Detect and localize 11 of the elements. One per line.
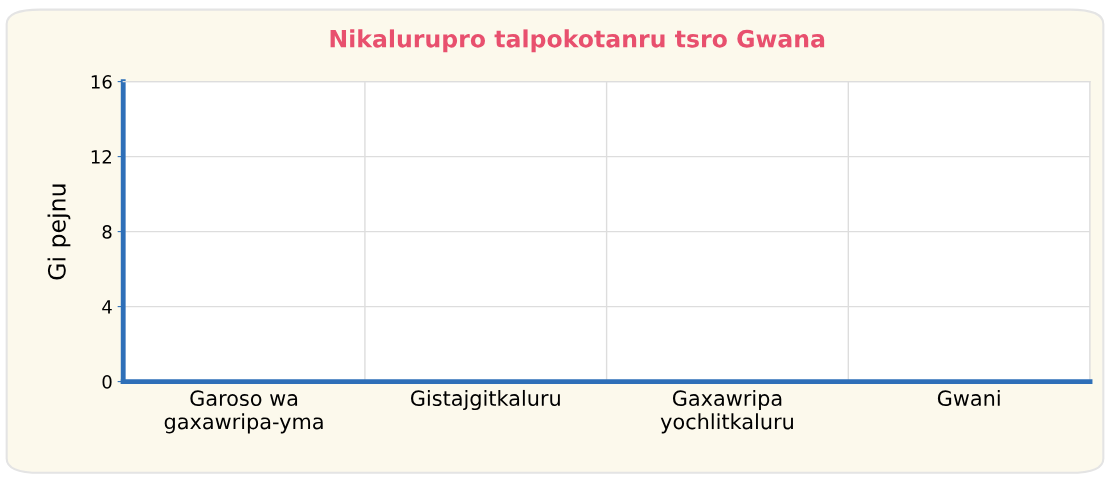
- chart-title: Nikalurupro talpokotanru tsro Gwana: [330, 29, 825, 53]
- x-tick-label: Garoso wa gaxawripa-yma: [164, 390, 323, 434]
- x-tick-label: Gwani: [937, 389, 1000, 407]
- x-tick-label: Gistajgitkaluru: [410, 389, 560, 411]
- y-tick-label: 0: [102, 375, 112, 389]
- x-tick-label: Gaxawripa yochlitkaluru: [660, 389, 793, 434]
- y-axis-title: Gi pejnu: [47, 184, 71, 280]
- y-tick-label: 12: [91, 150, 111, 164]
- y-tick-label: 8: [102, 225, 112, 239]
- y-tick-label: 16: [91, 75, 112, 89]
- y-tick-label: 4: [102, 300, 112, 314]
